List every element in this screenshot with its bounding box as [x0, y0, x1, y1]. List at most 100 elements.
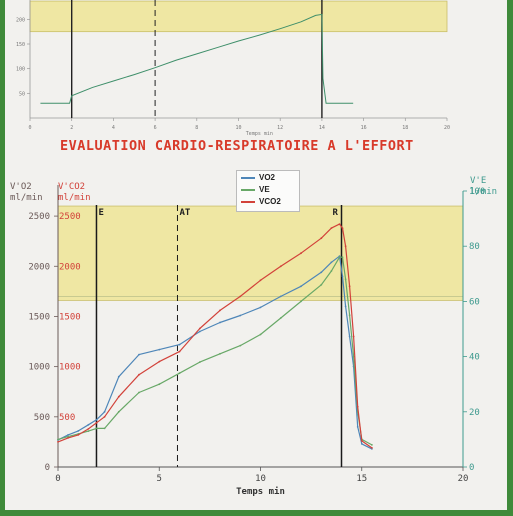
data-point-vco2 [178, 350, 181, 353]
x-tick-label: 20 [458, 474, 469, 484]
data-point-vco2 [77, 434, 80, 436]
vo2-tick-label: 1500 [28, 312, 50, 322]
phase-label-at: AT [179, 208, 190, 218]
data-point-vo2 [320, 271, 323, 274]
data-point-ve [178, 372, 181, 375]
top-y-tick-label: 150 [16, 42, 25, 48]
top-y-tick-label: 100 [16, 67, 25, 73]
data-point-vco2 [239, 295, 242, 298]
top-x-tick-label: 6 [154, 125, 157, 131]
data-point-ve [352, 355, 355, 358]
data-point-ve [67, 435, 69, 438]
data-point-vco2 [158, 360, 161, 363]
vo2-tick-label: 1000 [28, 363, 50, 373]
data-point-vco2 [338, 223, 341, 226]
data-point-ve [320, 283, 323, 286]
phase-label-e: E [98, 208, 103, 218]
data-point-vco2 [117, 395, 120, 398]
data-point-ve [103, 427, 106, 430]
data-point-vo2 [67, 434, 69, 436]
data-point-vo2 [239, 314, 242, 317]
data-point-vo2 [103, 410, 106, 413]
data-point-vco2 [360, 440, 363, 442]
vo2-tick-label: 2500 [28, 212, 50, 222]
data-point-vco2 [344, 245, 347, 248]
vco2-tick-label: 1000 [59, 363, 81, 373]
data-point-vo2 [341, 275, 344, 278]
data-point-ve [341, 256, 344, 259]
data-point-vco2 [320, 237, 323, 240]
top-x-tick-label: 14 [319, 125, 325, 131]
top-x-tick-label: 2 [70, 125, 73, 131]
ve-tick-label: 60 [469, 297, 480, 307]
data-point-vo2 [178, 343, 181, 346]
vco2-tick-label: 2500 [59, 212, 81, 222]
x-tick-label: 15 [356, 474, 367, 484]
series-line-ve [57, 256, 373, 446]
data-point-ve [344, 278, 347, 281]
data-point-vco2 [57, 441, 59, 443]
vco2-tick-label: 2000 [59, 262, 81, 272]
ve-tick-label: 100 [469, 187, 485, 197]
vo2-tick-label: 0 [45, 463, 50, 473]
top-series-line [40, 13, 354, 104]
top-x-tick-label: 18 [402, 125, 408, 131]
data-point-vo2 [95, 418, 98, 421]
vo2-tick-label: 2000 [28, 262, 50, 272]
data-point-vco2 [103, 415, 106, 418]
data-point-vco2 [259, 279, 262, 282]
x-tick-label: 5 [157, 474, 162, 484]
top-x-tick-label: 8 [195, 125, 198, 131]
legend-swatch-vco2 [241, 200, 255, 203]
vo2-tick-label: 500 [34, 413, 50, 423]
data-point-ve [300, 300, 302, 303]
top-y-tick-label: 50 [19, 91, 25, 97]
data-point-vo2 [259, 306, 262, 309]
data-point-vo2 [198, 330, 201, 333]
top-x-tick-label: 4 [112, 125, 115, 131]
x-tick-label: 0 [55, 474, 60, 484]
data-point-vco2 [95, 421, 98, 424]
data-point-vo2 [158, 348, 161, 351]
ve-tick-label: 0 [469, 463, 474, 473]
data-point-vco2 [198, 327, 201, 330]
data-point-ve [87, 430, 90, 432]
data-point-vo2 [77, 430, 80, 432]
vco2-axis-header: V'CO2 ml/min [58, 182, 91, 204]
vco2-tick-label: 1500 [59, 312, 81, 322]
data-point-ve [239, 344, 242, 347]
ve-tick-label: 40 [469, 353, 480, 363]
top-effort-band [29, 0, 448, 33]
series-line-vco2 [57, 223, 373, 449]
data-point-vco2 [300, 252, 302, 255]
legend-label-vo2: VO2 [259, 173, 276, 182]
legend-item-ve: VE [237, 184, 299, 195]
data-point-ve [371, 444, 373, 446]
data-point-vo2 [279, 295, 282, 298]
data-point-ve [259, 333, 262, 336]
data-point-vco2 [352, 335, 355, 338]
data-point-vco2 [341, 227, 344, 230]
vco2-tick-label: 500 [59, 413, 75, 423]
data-point-vo2 [330, 261, 333, 264]
top-x-tick-label: 12 [277, 125, 283, 131]
legend-item-vco2: VCO2 [237, 196, 299, 207]
data-point-ve [330, 270, 333, 272]
data-point-vco2 [219, 309, 221, 312]
vo2-axis-unit: ml/min [10, 193, 43, 203]
legend-label-ve: VE [259, 185, 270, 194]
data-point-ve [279, 317, 282, 319]
top-x-tick-label: 0 [28, 125, 31, 131]
data-point-vo2 [344, 305, 347, 308]
legend-swatch-vo2 [241, 176, 255, 179]
data-point-ve [219, 352, 221, 355]
data-point-vco2 [348, 285, 351, 288]
x-axis-label: Temps min [236, 486, 285, 497]
top-x-axis-label: Temps min [246, 131, 273, 137]
chart-legend: VO2 VE VCO2 [236, 170, 300, 212]
vo2-axis-header: V'O2 ml/min [10, 182, 43, 204]
series-line-vo2 [57, 255, 373, 450]
data-point-ve [158, 383, 161, 386]
top-y-tick-label: 200 [16, 17, 25, 23]
